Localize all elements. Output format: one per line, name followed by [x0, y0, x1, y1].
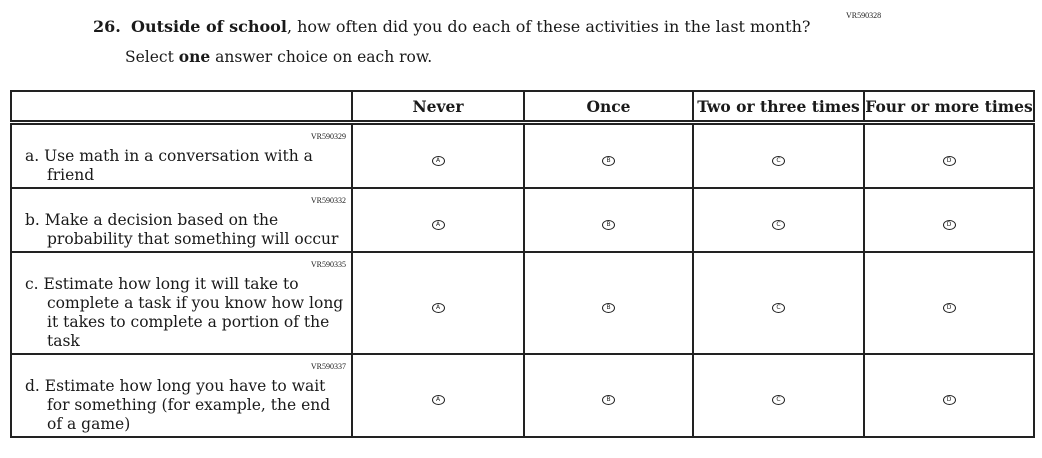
- instruction-pre: Select: [125, 48, 179, 66]
- response-grid: Never Once Two or three times Four or mo…: [10, 90, 1035, 438]
- row-label-cell: VR590337 d. Estimate how long you have to…: [10, 353, 353, 438]
- table-row: VR590329 a. Use math in a conversation wi…: [10, 121, 1035, 189]
- answer-bubble-radio[interactable]: D: [942, 302, 956, 313]
- question-text: 26. Outside of school, how often did you…: [93, 17, 810, 36]
- answer-cell: D: [863, 121, 1035, 189]
- answer-bubble-radio[interactable]: D: [942, 219, 956, 230]
- row-label-cell: VR590335 c. Estimate how long it will tak…: [10, 251, 353, 355]
- answer-cell: C: [692, 121, 865, 189]
- answer-cell: A: [351, 121, 525, 189]
- table-row: VR590332 b. Make a decision based on the …: [10, 187, 1035, 253]
- answer-cell: D: [863, 353, 1035, 438]
- answer-bubble-radio[interactable]: A: [431, 155, 445, 166]
- row-code: VR590332: [310, 196, 346, 205]
- answer-cell: B: [523, 187, 694, 253]
- answer-cell: B: [523, 353, 694, 438]
- answer-bubble-radio[interactable]: C: [772, 395, 785, 405]
- answer-cell: C: [692, 251, 865, 355]
- answer-bubble-radio[interactable]: A: [431, 302, 445, 313]
- header-row: Never Once Two or three times Four or mo…: [10, 90, 1035, 125]
- instruction: Select one answer choice on each row.: [125, 47, 432, 66]
- column-header: Once: [523, 90, 694, 125]
- answer-cell: D: [863, 187, 1035, 253]
- answer-cell: B: [523, 251, 694, 355]
- instruction-bold: one: [178, 47, 211, 66]
- answer-cell: D: [863, 251, 1035, 355]
- header-blank: [10, 90, 353, 125]
- instruction-post: answer choice on each row.: [210, 48, 433, 66]
- column-header: Two or three times: [692, 90, 865, 125]
- row-code: VR590337: [310, 362, 346, 371]
- answer-bubble-radio[interactable]: A: [431, 219, 445, 230]
- row-code: VR590329: [310, 132, 346, 141]
- answer-cell: A: [351, 187, 525, 253]
- answer-bubble-radio[interactable]: C: [772, 302, 785, 313]
- column-header: Never: [351, 90, 525, 125]
- question-rest: , how often did you do each of these act…: [286, 17, 811, 36]
- answer-bubble-radio[interactable]: B: [602, 155, 615, 166]
- answer-cell: A: [351, 251, 525, 355]
- answer-bubble-radio[interactable]: B: [602, 219, 615, 230]
- answer-bubble-radio[interactable]: B: [602, 302, 615, 313]
- question-lead: Outside of school: [131, 17, 287, 36]
- row-code: VR590335: [310, 260, 346, 269]
- answer-bubble-radio[interactable]: A: [431, 395, 445, 405]
- answer-bubble-radio[interactable]: D: [942, 155, 956, 166]
- answer-cell: A: [351, 353, 525, 438]
- answer-cell: C: [692, 353, 865, 438]
- row-label: b. Make a decision based on the probabil…: [25, 211, 339, 248]
- answer-bubble-radio[interactable]: D: [942, 395, 956, 405]
- column-header: Four or more times: [863, 90, 1035, 125]
- question-code: VR590328: [846, 11, 882, 20]
- answer-cell: B: [523, 121, 694, 189]
- answer-bubble-radio[interactable]: B: [602, 395, 615, 405]
- row-label: c. Estimate how long it will take to com…: [25, 275, 344, 350]
- row-label: d. Estimate how long you have to wait fo…: [25, 377, 331, 433]
- row-label-cell: VR590329 a. Use math in a conversation wi…: [10, 121, 353, 189]
- answer-bubble-radio[interactable]: C: [772, 155, 785, 166]
- answer-cell: C: [692, 187, 865, 253]
- table-row: VR590337 d. Estimate how long you have to…: [10, 353, 1035, 438]
- question-number: 26.: [93, 17, 121, 36]
- table-row: VR590335 c. Estimate how long it will tak…: [10, 251, 1035, 355]
- row-label: a. Use math in a conversation with a fri…: [25, 147, 313, 184]
- answer-bubble-radio[interactable]: C: [772, 219, 785, 230]
- row-label-cell: VR590332 b. Make a decision based on the …: [10, 187, 353, 253]
